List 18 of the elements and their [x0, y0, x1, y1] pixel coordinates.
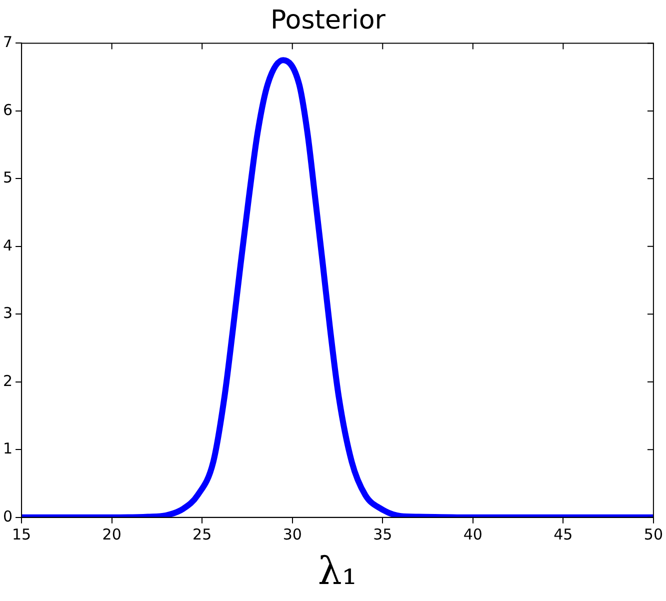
- chart-title: Posterior: [270, 5, 386, 36]
- y-tick-label: 0: [2, 507, 13, 526]
- y-tick-label: 1: [2, 440, 13, 458]
- x-tick-label: 35: [373, 525, 392, 544]
- x-tick-label: 50: [644, 525, 664, 544]
- y-tick-label: 6: [2, 100, 13, 119]
- y-tick-label: 2: [2, 372, 13, 390]
- x-tick-label: 45: [554, 525, 573, 544]
- x-tick-label: 30: [282, 525, 302, 544]
- x-tick-label: 25: [192, 525, 212, 544]
- x-axis-title: λ₁: [318, 549, 358, 594]
- y-tick-label: 5: [2, 168, 13, 187]
- y-tick-label: 4: [2, 236, 13, 254]
- y-tick-label: 3: [2, 304, 13, 322]
- x-tick-label: 20: [102, 525, 122, 544]
- x-tick-label: 40: [463, 525, 482, 544]
- y-tick-label: 7: [2, 33, 13, 52]
- x-tick-label: 15: [12, 525, 32, 544]
